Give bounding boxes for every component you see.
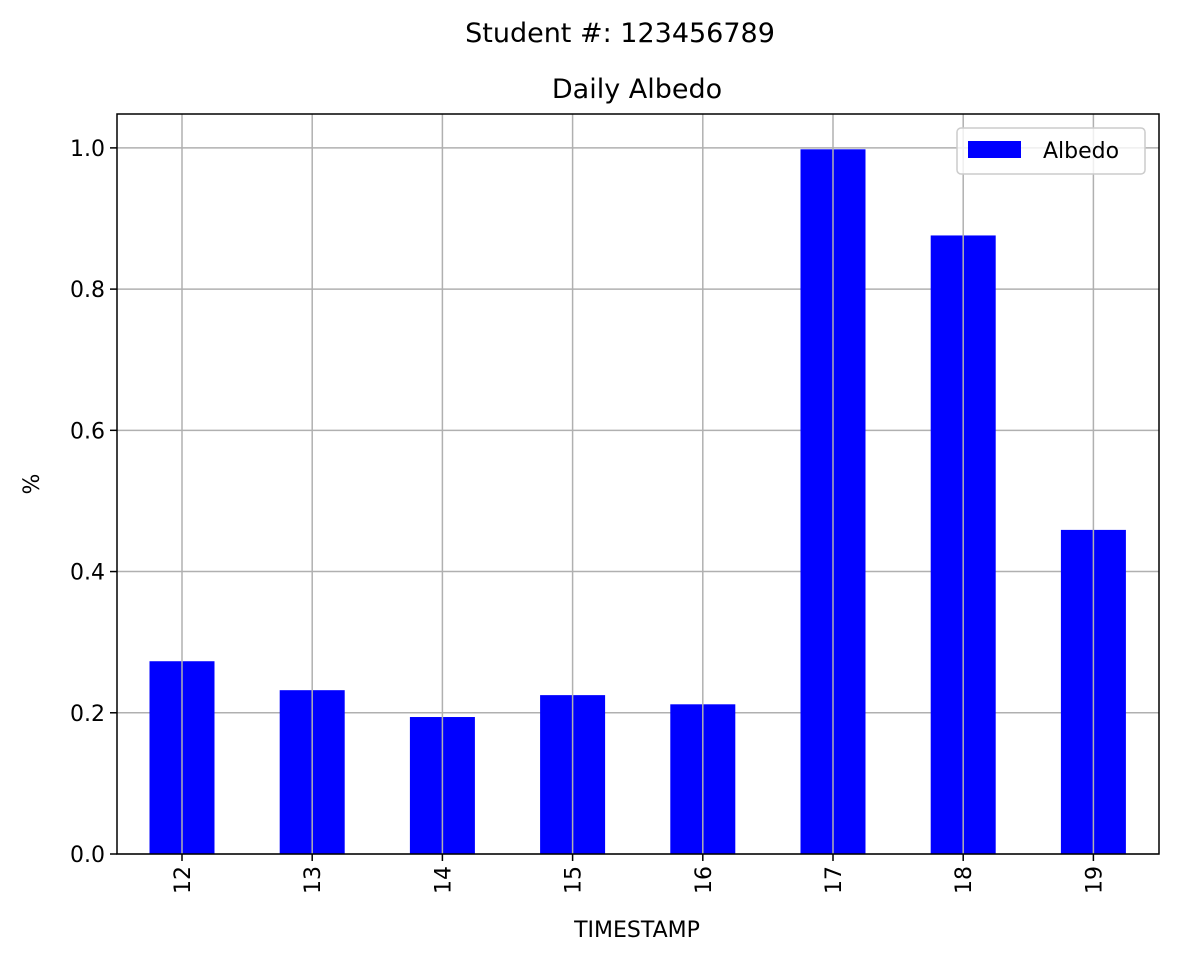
x-tick-label: 16	[692, 866, 717, 894]
figure-suptitle: Student #: 123456789	[465, 18, 775, 49]
x-axis-label: TIMESTAMP	[573, 918, 700, 943]
x-tick-label: 19	[1082, 866, 1107, 894]
legend-label-albedo: Albedo	[1043, 139, 1119, 164]
x-axis-ticks: 12 13 14 15 16 17 18 19	[171, 854, 1107, 894]
legend-box	[956, 127, 1146, 175]
plot-area	[117, 114, 1159, 854]
x-tick-label: 18	[952, 866, 977, 894]
x-grid-lines	[181, 114, 1095, 854]
legend-swatch-albedo	[968, 141, 1021, 158]
x-tick-label: 14	[431, 866, 456, 894]
chart-title: Daily Albedo	[552, 74, 722, 105]
x-tick-label: 17	[822, 866, 847, 894]
x-tick-label: 15	[562, 866, 587, 894]
y-tick-label: 1.0	[70, 137, 105, 162]
x-tick-label: 13	[301, 866, 326, 894]
y-tick-label: 0.4	[70, 561, 105, 586]
legend: Albedo	[956, 127, 1146, 175]
y-tick-label: 0.6	[70, 419, 105, 444]
y-tick-label: 0.2	[70, 702, 105, 727]
y-axis-ticks: 0.0 0.2 0.4 0.6 0.8 1.0	[70, 137, 117, 868]
y-axis-label: %	[20, 474, 45, 495]
y-tick-label: 0.8	[70, 278, 105, 303]
x-tick-label: 12	[171, 866, 196, 894]
plot-frame	[116, 113, 1160, 855]
y-tick-label: 0.0	[70, 843, 105, 868]
